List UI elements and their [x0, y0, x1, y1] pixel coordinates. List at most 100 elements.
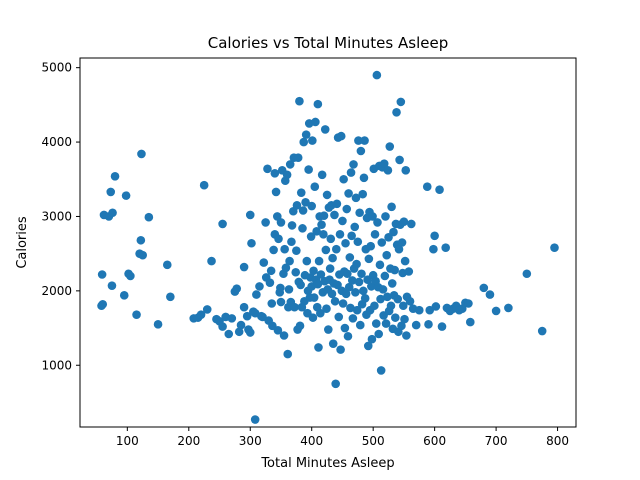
data-point [307, 201, 317, 211]
data-point [347, 276, 357, 285]
data-point [355, 320, 365, 330]
data-point [108, 208, 117, 218]
y-tick-label: 4000 [41, 135, 72, 149]
data-point [343, 269, 352, 279]
data-point [299, 137, 309, 147]
data-point [422, 182, 432, 191]
x-axis-ticks: 100 200 300 400 500 600 700 800 [116, 427, 569, 448]
data-point [391, 313, 400, 322]
data-point [550, 243, 559, 253]
data-point [479, 283, 489, 293]
data-point [196, 310, 206, 319]
data-point [271, 187, 281, 197]
plot-area-frame [79, 57, 577, 428]
data-point [340, 323, 350, 333]
data-point [218, 219, 227, 229]
data-point [263, 164, 272, 174]
data-point [250, 415, 260, 424]
data-point [239, 302, 249, 312]
data-point [107, 281, 117, 290]
data-point [283, 349, 293, 359]
data-point [464, 299, 473, 308]
data-point [344, 282, 354, 292]
data-point [399, 217, 409, 226]
data-point [153, 320, 163, 329]
y-tick-label: 1000 [41, 358, 72, 372]
data-point [290, 302, 299, 312]
data-point [395, 155, 404, 165]
x-tick-label: 800 [546, 434, 569, 448]
data-point [304, 165, 313, 174]
data-point [390, 265, 399, 275]
data-point [406, 219, 416, 229]
data-point [227, 314, 237, 323]
data-point [405, 296, 415, 306]
data-point [382, 250, 392, 260]
data-point [136, 235, 146, 245]
data-point [324, 325, 333, 334]
y-tick-label: 5000 [41, 61, 72, 75]
data-point [397, 321, 406, 331]
y-tick-label: 2000 [41, 284, 72, 298]
data-point [394, 244, 404, 254]
data-point [106, 187, 116, 197]
data-point [377, 238, 387, 247]
x-tick-label: 400 [300, 434, 323, 448]
data-point [358, 189, 368, 199]
data-point [371, 319, 381, 328]
data-point [368, 212, 377, 221]
data-point [336, 131, 346, 141]
data-point [317, 220, 326, 229]
data-point [379, 159, 389, 168]
x-tick-label: 100 [116, 434, 139, 448]
data-point [347, 231, 356, 241]
data-point [355, 208, 364, 218]
data-point [322, 190, 332, 200]
data-point [279, 331, 289, 340]
data-point [370, 230, 380, 239]
data-point [239, 262, 249, 272]
data-point [357, 269, 366, 279]
data-point [137, 149, 146, 159]
data-point [383, 166, 393, 175]
data-point [366, 241, 376, 251]
data-point [319, 230, 328, 239]
data-point [311, 117, 320, 127]
data-point [381, 212, 390, 221]
data-point [342, 204, 352, 214]
data-point [485, 290, 495, 299]
data-point [330, 210, 339, 220]
data-point [321, 245, 331, 255]
data-point [274, 234, 283, 244]
data-point [359, 173, 369, 183]
data-point [383, 292, 392, 302]
data-point [317, 170, 327, 180]
data-point [234, 327, 244, 337]
data-point [424, 320, 433, 329]
data-point [387, 279, 397, 288]
data-point [376, 366, 386, 375]
data-point [269, 245, 278, 255]
x-tick-label: 500 [362, 434, 385, 448]
data-point [314, 256, 324, 266]
data-point [491, 306, 501, 316]
data-point [295, 321, 305, 331]
data-point [328, 253, 337, 263]
data-point [316, 270, 326, 279]
data-point [354, 277, 364, 287]
data-point [292, 201, 302, 210]
data-point [352, 305, 362, 315]
data-point [252, 290, 261, 299]
data-point [402, 331, 411, 340]
data-point [245, 328, 255, 337]
x-axis-title: Total Minutes Asleep [260, 456, 394, 471]
data-point [199, 180, 209, 190]
data-point [430, 231, 439, 241]
data-point [325, 264, 335, 273]
data-point [348, 314, 358, 323]
data-point [295, 96, 304, 106]
data-point [349, 160, 358, 169]
data-point [313, 99, 323, 109]
data-point [270, 169, 280, 178]
